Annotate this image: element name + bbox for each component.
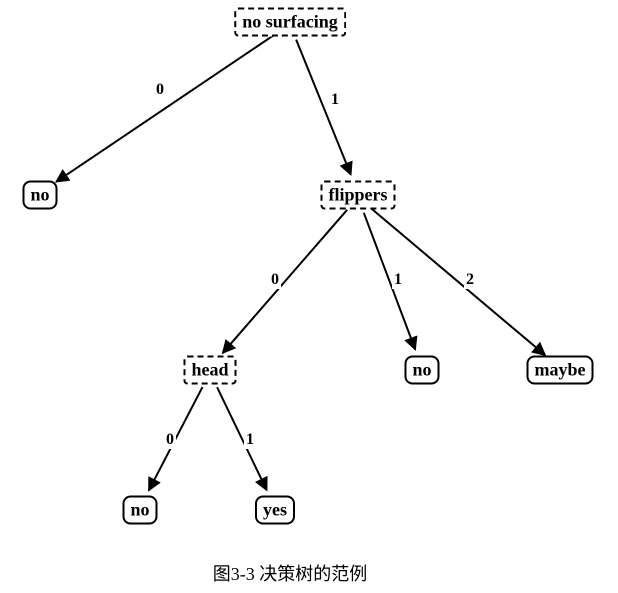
tree-node-yes: yes	[255, 496, 295, 525]
edge-label-head-no3: 0	[164, 431, 176, 449]
edge-root-flippers	[296, 40, 351, 175]
edge-label-root-no1: 0	[154, 81, 166, 99]
edge-label-head-yes: 1	[244, 431, 256, 449]
tree-node-maybe: maybe	[527, 356, 594, 385]
tree-node-no1: no	[22, 181, 57, 210]
tree-node-no2: no	[404, 356, 439, 385]
edge-label-flippers-maybe: 2	[464, 271, 476, 289]
edge-head-yes	[217, 387, 267, 490]
tree-node-head: head	[183, 356, 236, 385]
edge-flippers-no2	[364, 213, 415, 350]
diagram-canvas: no surfacing no flippers head no maybe no yes 0…	[0, 0, 618, 593]
edge-label-flippers-no2: 1	[392, 271, 404, 289]
tree-node-no3: no	[122, 496, 157, 525]
edge-label-root-flippers: 1	[329, 91, 341, 109]
figure-caption: 图3-3 决策树的范例	[213, 560, 368, 586]
tree-node-flippers: flippers	[320, 181, 395, 210]
edge-flippers-head	[223, 210, 347, 353]
tree-node-root: no surfacing	[234, 8, 346, 37]
edge-label-flippers-head: 0	[269, 271, 281, 289]
edge-root-no1	[56, 34, 276, 182]
edges-layer	[0, 0, 618, 593]
